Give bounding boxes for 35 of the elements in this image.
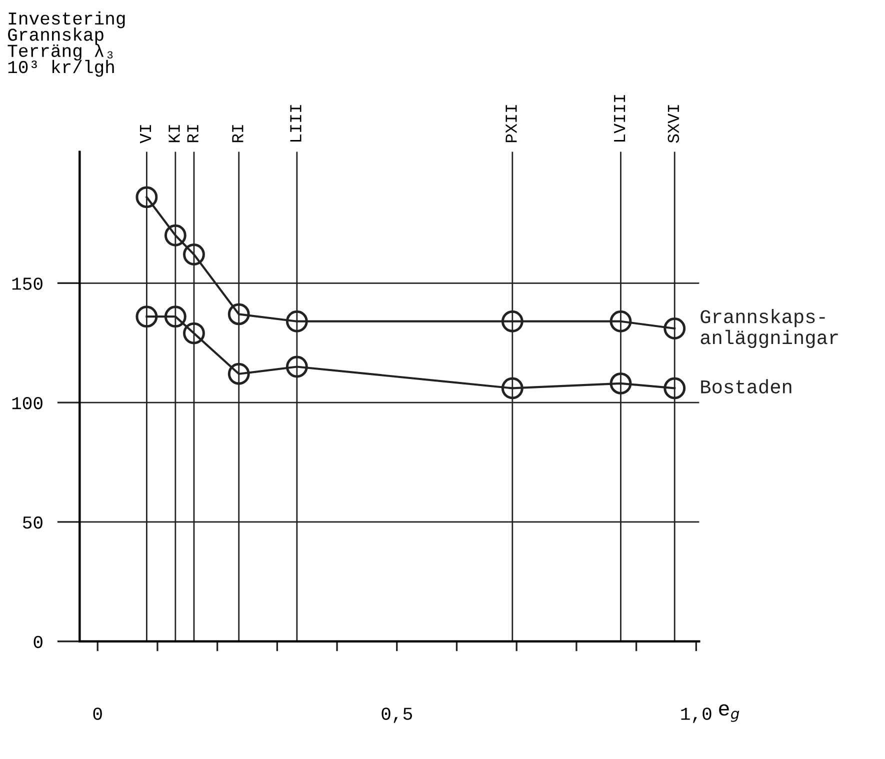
point <box>228 362 250 385</box>
y-tick-label: 100 <box>12 397 42 410</box>
y-tick-label: 0 <box>34 636 42 648</box>
point <box>286 310 308 332</box>
x-tick-label: 0,5 <box>382 708 412 723</box>
point <box>664 377 686 400</box>
point <box>183 244 205 266</box>
point <box>610 372 632 394</box>
y-tick-label: 150 <box>12 278 42 290</box>
y-tick-label: 50 <box>22 516 42 529</box>
ref-line-label: SXVI <box>668 105 680 143</box>
y-axis-title: Investering Grannskap Terräng λ₃ 10³ kr/lgh <box>8 11 125 77</box>
point <box>183 322 205 344</box>
point <box>501 310 524 332</box>
x-axis-title: e$_{g}$ <box>719 704 740 722</box>
ref-line-label: RI <box>232 125 244 142</box>
point <box>164 224 186 246</box>
ref-line-label: LVIII <box>614 95 626 142</box>
ref-line-label: LIII <box>290 105 302 142</box>
point <box>136 186 158 208</box>
point <box>286 356 308 378</box>
point <box>136 306 158 328</box>
series-label: Grannskaps- anläggningar <box>700 308 838 348</box>
ref-line-label: VI <box>140 125 151 144</box>
x-tick-label: 1,0 <box>681 708 712 723</box>
point <box>501 377 524 400</box>
point <box>664 318 686 340</box>
series-label: Bostaden <box>701 379 792 394</box>
point <box>228 303 250 326</box>
point <box>610 310 632 332</box>
ref-line-label: PXII <box>506 105 517 142</box>
x-tick-label: 0 <box>93 708 102 720</box>
ref-line-label: KI <box>168 125 180 142</box>
point <box>164 306 186 328</box>
ref-line-label: RI <box>187 125 198 142</box>
